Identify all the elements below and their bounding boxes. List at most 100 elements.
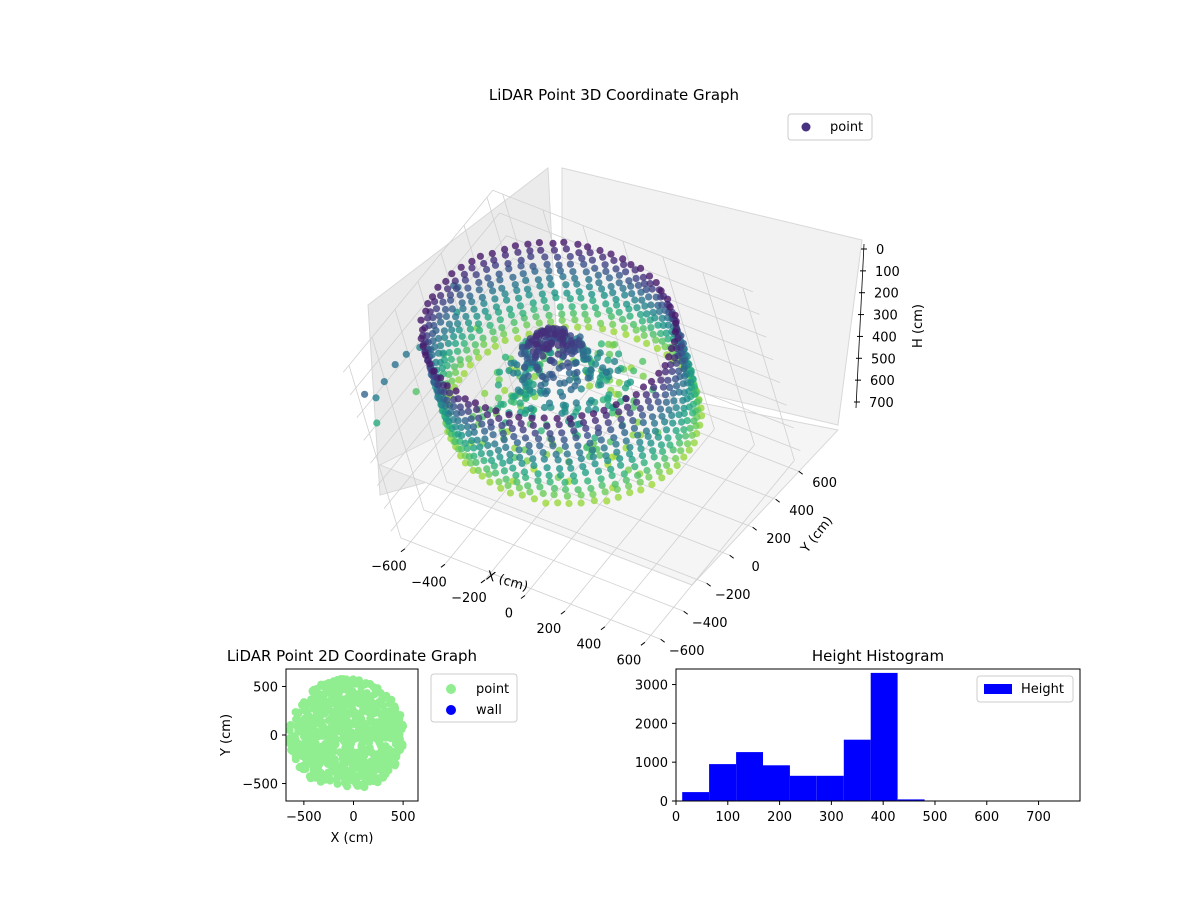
point-3d xyxy=(619,284,627,292)
point-3d xyxy=(540,403,549,412)
point-3d xyxy=(598,285,606,293)
point-3d xyxy=(626,409,634,417)
point-3d xyxy=(636,310,645,319)
point-3d xyxy=(525,441,533,449)
point-3d xyxy=(550,484,559,492)
legend-label-point-2d: point xyxy=(476,682,509,697)
point-3d xyxy=(584,406,593,414)
point-3d xyxy=(464,401,472,409)
point-3d xyxy=(645,473,653,481)
point-2d xyxy=(301,725,309,734)
point-3d xyxy=(620,470,628,478)
point-3d xyxy=(671,311,679,319)
legend-marker-height xyxy=(984,684,1012,694)
point-3d xyxy=(602,267,610,275)
point-2d xyxy=(319,723,328,732)
point-2d xyxy=(332,762,341,771)
point-3d xyxy=(626,489,634,497)
point-3d xyxy=(627,282,635,290)
point-3d xyxy=(495,368,504,376)
point-3d xyxy=(602,300,610,308)
point-2d xyxy=(374,758,383,767)
point-3d xyxy=(638,317,647,325)
x-tick-label-3d: 400 xyxy=(577,638,602,653)
point-3d xyxy=(445,320,453,328)
point-3d xyxy=(484,441,492,449)
point-3d xyxy=(517,262,525,270)
point-3d xyxy=(668,344,676,352)
point-3d xyxy=(481,307,489,315)
point-3d xyxy=(567,386,575,394)
point-3d xyxy=(470,305,478,313)
legend-2d: point wall xyxy=(430,673,518,723)
point-3d xyxy=(588,446,597,454)
point-3d xyxy=(643,310,651,318)
point-3d xyxy=(471,399,479,407)
y-tick-label-3d: 600 xyxy=(812,476,837,491)
point-3d xyxy=(445,370,453,378)
point-3d xyxy=(566,295,574,303)
point-3d xyxy=(636,404,645,413)
point-3d xyxy=(543,464,551,472)
point-3d xyxy=(524,372,532,380)
point-3d xyxy=(429,330,437,338)
point-3d xyxy=(559,273,567,281)
point-2d xyxy=(334,690,343,699)
point-3d xyxy=(572,434,580,442)
z-tick-label-3d: 0 xyxy=(876,243,884,258)
point-3d xyxy=(683,417,691,425)
point-3d xyxy=(543,422,551,430)
point-3d xyxy=(447,296,455,304)
histogram-bar xyxy=(870,672,898,801)
point-3d xyxy=(450,403,458,411)
point-3d xyxy=(542,304,550,312)
point-3d xyxy=(566,332,575,340)
point-3d xyxy=(476,252,484,260)
point-3d xyxy=(545,399,554,407)
point-3d xyxy=(486,478,494,486)
point-3d xyxy=(511,392,519,400)
point-3d xyxy=(654,398,662,406)
point-2d xyxy=(375,718,384,727)
point-3d xyxy=(588,256,597,264)
point-3d xyxy=(527,404,535,412)
point-3d xyxy=(615,308,623,316)
point-3d xyxy=(597,436,605,444)
point-3d xyxy=(574,442,582,450)
point-3d xyxy=(483,411,491,419)
point-3d xyxy=(534,477,542,485)
point-3d xyxy=(509,369,517,377)
point-3d xyxy=(577,455,585,463)
point-2d xyxy=(339,675,348,684)
point-2d xyxy=(316,746,325,755)
point-3d xyxy=(495,270,503,278)
point-2d xyxy=(347,739,355,748)
point-3d xyxy=(607,465,615,473)
point-3d xyxy=(571,274,579,282)
point-3d xyxy=(484,348,492,356)
point-3d xyxy=(466,292,474,300)
point-3d xyxy=(654,321,662,329)
point-2d xyxy=(346,750,355,759)
point-2d xyxy=(311,740,320,749)
point-3d xyxy=(502,443,510,451)
point-3d xyxy=(656,405,665,413)
point-3d xyxy=(501,353,510,361)
point-3d xyxy=(650,383,658,391)
point-3d xyxy=(540,296,548,304)
point-3d xyxy=(484,313,492,321)
point-3d xyxy=(459,305,467,313)
point-3d xyxy=(457,263,465,271)
point-3d xyxy=(373,419,381,427)
point-3d xyxy=(654,461,662,470)
histogram-bars xyxy=(682,672,979,801)
x-tick-label-histogram: 700 xyxy=(1026,810,1051,825)
point-3d xyxy=(519,343,527,351)
point-3d xyxy=(681,432,690,440)
point-3d xyxy=(495,414,503,422)
point-3d xyxy=(510,318,518,327)
point-3d xyxy=(554,499,562,507)
point-3d xyxy=(549,442,557,450)
point-3d xyxy=(603,368,611,376)
point-3d xyxy=(468,437,476,445)
